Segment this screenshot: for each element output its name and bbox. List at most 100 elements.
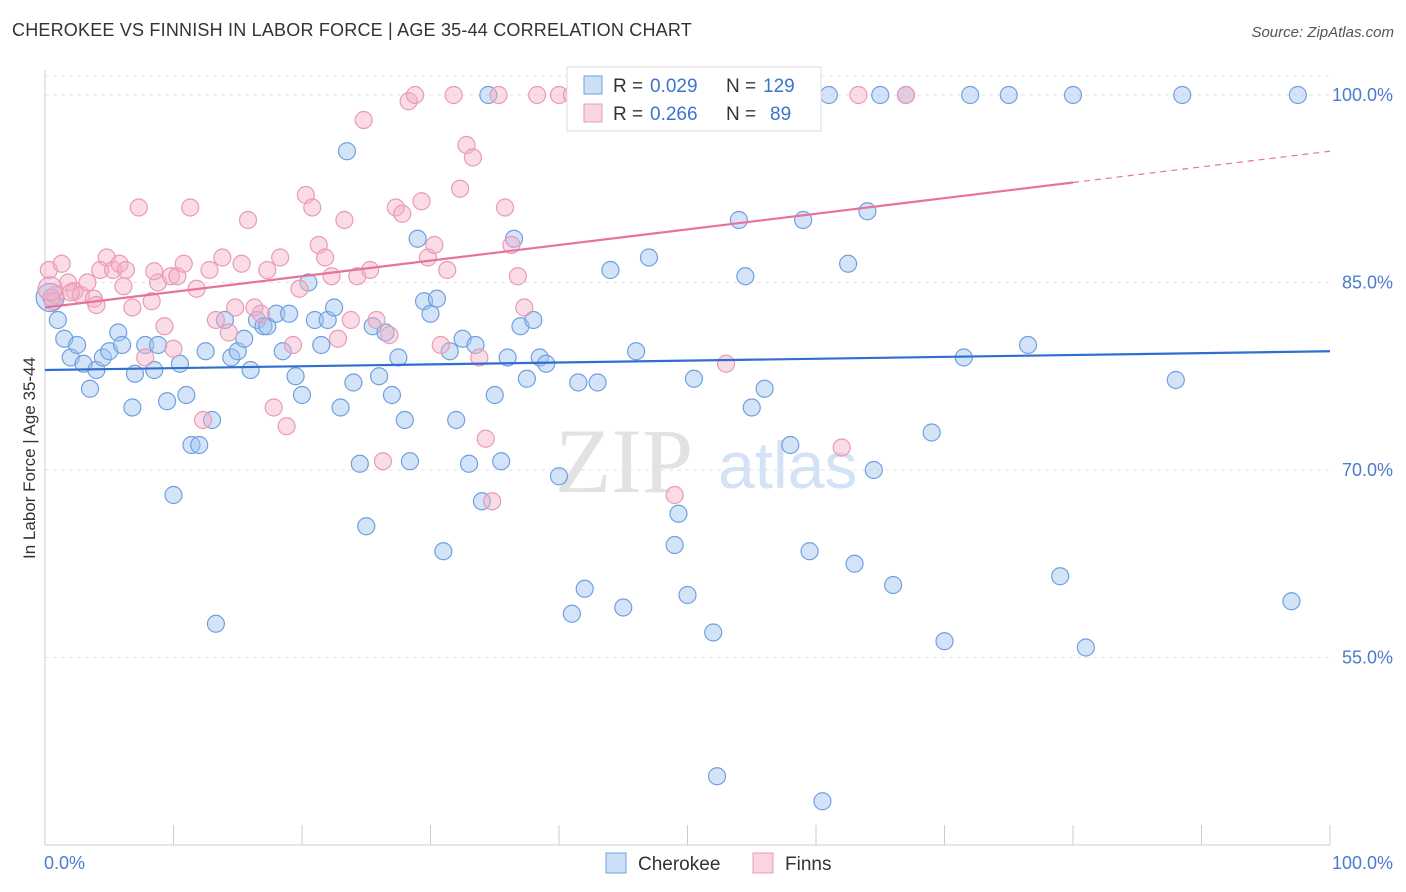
cherokee-point	[704, 623, 723, 642]
finns-point	[87, 295, 106, 315]
cherokee-point	[1282, 592, 1301, 611]
finns-point	[303, 198, 322, 217]
cherokee-point	[961, 85, 980, 105]
y-axis-title: In Labor Force | Age 35-44	[20, 357, 39, 559]
legend-n-value-1: 129	[763, 76, 795, 97]
finns-point	[238, 210, 258, 230]
cherokee-point	[177, 385, 196, 405]
legend-r-value-2: 0.266	[650, 104, 698, 125]
cherokee-point	[1166, 370, 1185, 390]
finns-point	[61, 283, 80, 302]
finns-point	[193, 410, 213, 430]
source-label: Source: ZipAtlas.com	[1251, 24, 1394, 41]
cherokee-point	[479, 85, 498, 105]
finns-point	[444, 85, 463, 105]
cherokee-point	[164, 485, 183, 505]
cherokee-point	[729, 210, 749, 230]
finns-point	[483, 492, 502, 511]
cherokee-point	[485, 385, 504, 405]
y-tick-label: 100.0%	[1332, 85, 1393, 105]
cherokee-point	[389, 348, 408, 367]
finns-point	[431, 335, 450, 355]
cherokee-point	[999, 85, 1018, 105]
cherokee-point	[1288, 85, 1307, 105]
cherokee-point	[669, 504, 688, 523]
cherokee-point	[819, 85, 838, 105]
cherokee-point	[157, 392, 177, 411]
finns-point	[470, 348, 489, 367]
x-tick-label-end: 100.0%	[1332, 853, 1393, 873]
cherokee-point	[196, 342, 215, 361]
legend-n-value-2: 89	[770, 104, 791, 125]
cherokee-point	[112, 335, 132, 355]
finns-point	[316, 248, 335, 267]
series-legend: Cherokee Finns	[605, 852, 831, 875]
finns-point	[258, 260, 277, 280]
finns-point	[142, 292, 161, 311]
trendlines	[44, 150, 1331, 372]
finns-point	[322, 267, 341, 286]
cherokee-point	[498, 348, 517, 367]
cherokee-point	[517, 369, 536, 388]
finns-point	[155, 317, 174, 336]
cherokee-point	[492, 452, 511, 471]
cherokee-point	[549, 467, 569, 486]
finns-point	[495, 198, 515, 217]
cherokee-point	[235, 329, 254, 348]
finns-point	[219, 323, 238, 342]
cherokee-point	[312, 335, 331, 355]
finns-point	[341, 310, 360, 330]
finns-point	[489, 85, 508, 105]
finns-point	[425, 235, 444, 255]
finns-point	[463, 148, 483, 167]
cherokee-point	[206, 614, 226, 633]
cherokee-point	[145, 360, 164, 380]
cherokee-point	[858, 202, 877, 221]
cherokee-point	[755, 379, 774, 398]
finns-point	[232, 254, 251, 273]
cherokee-point	[472, 492, 491, 511]
legend-n-label-2: N =	[726, 104, 756, 125]
finns-point	[367, 310, 386, 330]
finns-point	[164, 339, 183, 358]
cherokee-point	[80, 379, 100, 398]
finns-point	[213, 248, 232, 267]
finns-trendline	[44, 181, 1074, 309]
finns-point	[78, 273, 97, 292]
finns-point	[335, 210, 354, 230]
finns-point	[412, 192, 431, 211]
cherokee-point	[871, 85, 890, 105]
cherokee-point	[190, 435, 209, 455]
finns-point	[251, 304, 270, 323]
axes	[44, 70, 1331, 846]
finns-point	[528, 85, 547, 105]
finns-point	[206, 310, 226, 330]
cherokee-point	[440, 342, 459, 361]
cherokee-point	[922, 423, 941, 442]
cherokee-trendline	[44, 350, 1331, 372]
cherokee-point	[626, 342, 646, 361]
cherokee-point	[325, 298, 344, 317]
finns-point	[450, 179, 470, 198]
cherokee-point	[337, 142, 357, 161]
watermark-atlas: atlas	[718, 428, 857, 502]
finns-point	[716, 354, 736, 373]
cherokee-point	[299, 273, 318, 292]
cherokee-point	[382, 385, 402, 405]
chart-title: CHEROKEE VS FINNISH IN LABOR FORCE | AGE…	[12, 20, 692, 40]
finns-point	[515, 298, 534, 317]
cherokee-point	[408, 229, 427, 248]
tick-labels: 100.0% 85.0% 70.0% 55.0% 0.0% 100.0%	[44, 85, 1393, 873]
finns-point	[283, 335, 303, 355]
finns-point	[393, 204, 412, 223]
cherokee-point	[400, 452, 420, 471]
y-tick-label: 70.0%	[1342, 460, 1393, 480]
finns-point	[361, 260, 380, 280]
cherokee-point	[684, 369, 704, 388]
cherokee-point	[1076, 638, 1095, 657]
stats-legend-box	[566, 66, 822, 132]
cherokee-point	[864, 460, 883, 480]
cherokee-point	[267, 304, 286, 323]
finns-point	[508, 267, 527, 286]
legend-r-label-1: R =	[613, 76, 643, 97]
